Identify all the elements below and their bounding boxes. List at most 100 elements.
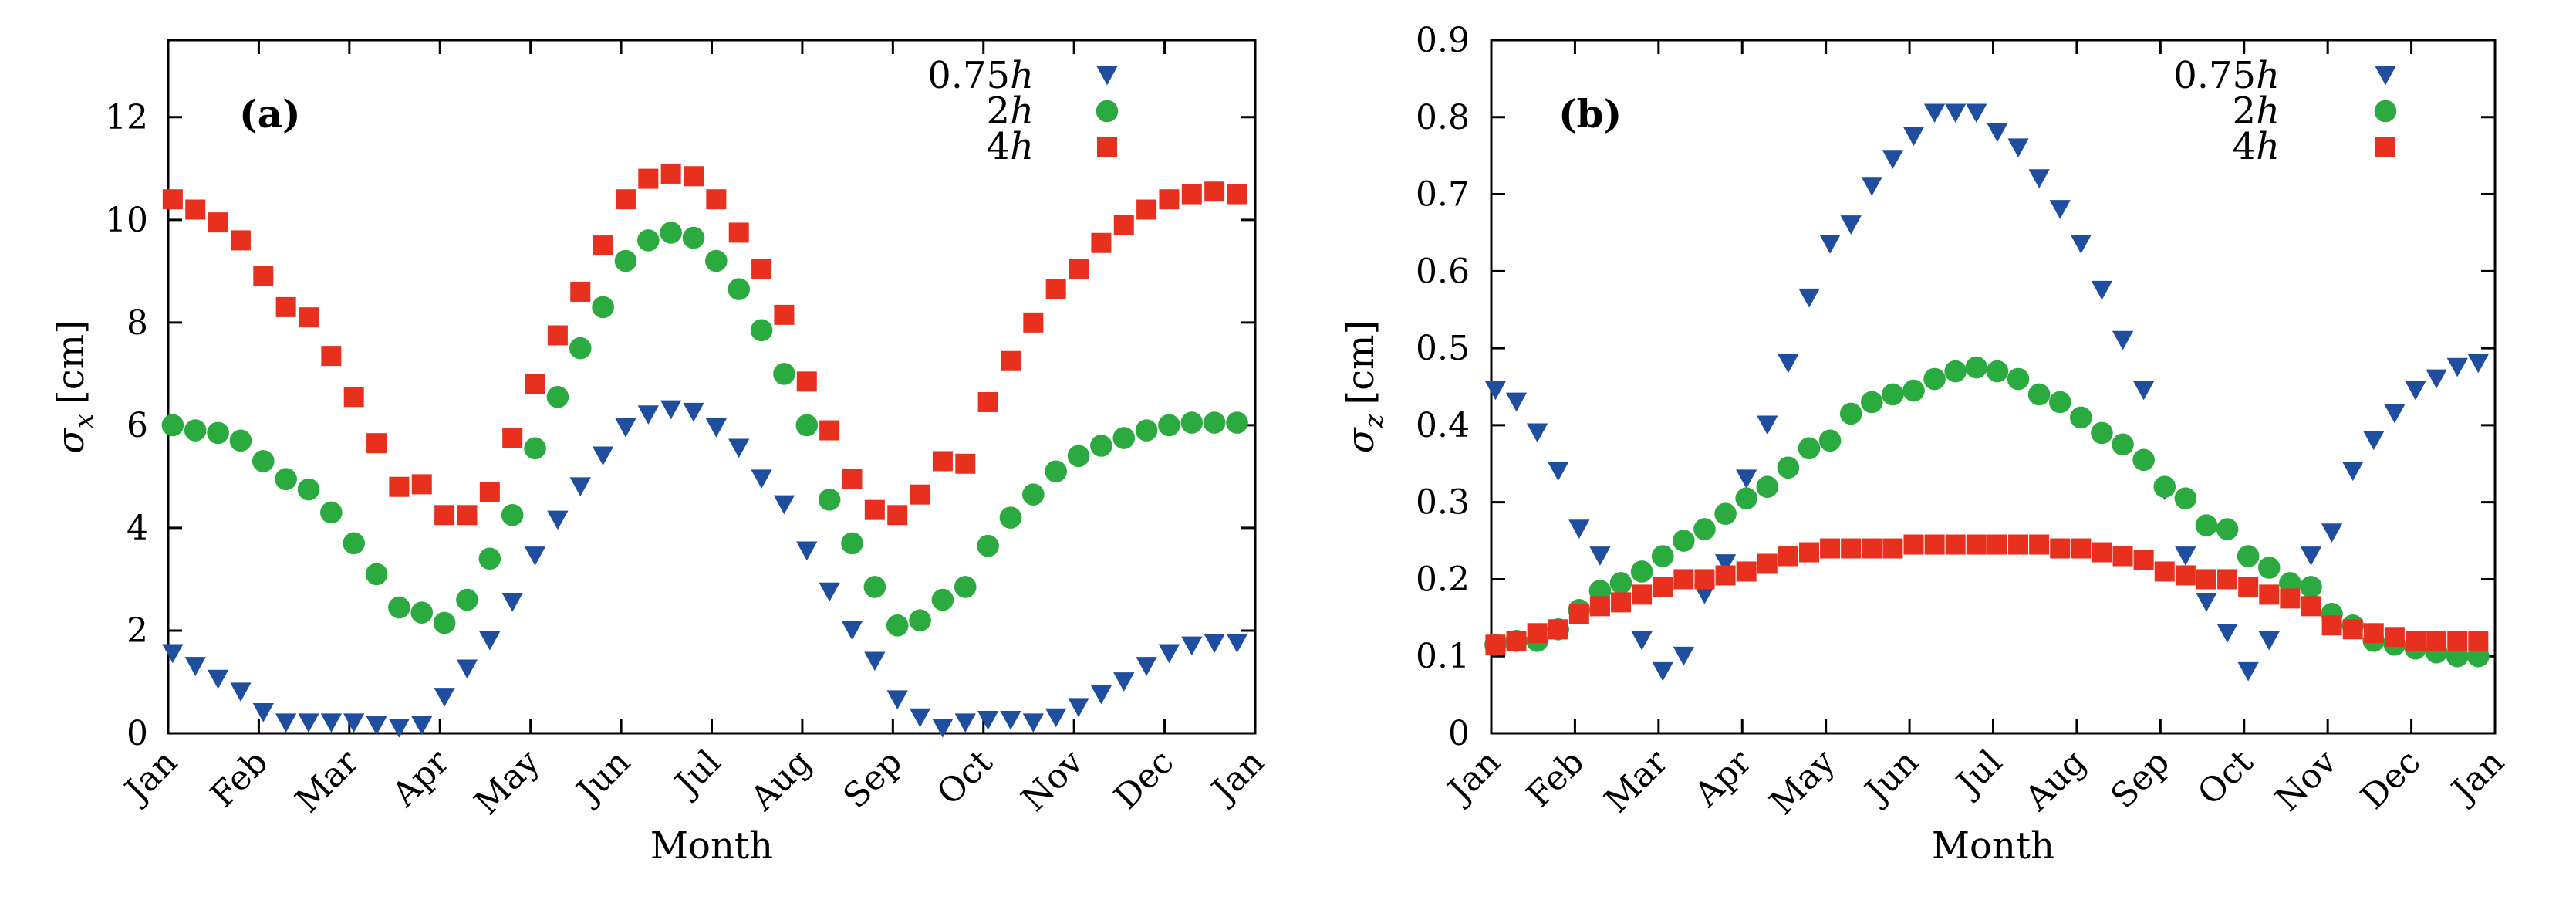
data-point xyxy=(1090,685,1112,705)
legend-h: h xyxy=(1010,54,1034,97)
legend-marker xyxy=(2375,66,2396,86)
data-point xyxy=(1112,427,1136,449)
legend-number: 0.75 xyxy=(927,54,1010,97)
data-point xyxy=(1069,259,1089,279)
data-point xyxy=(343,387,364,408)
data-point xyxy=(1987,534,2007,555)
data-point xyxy=(2300,576,2322,598)
data-point xyxy=(2112,546,2133,567)
data-point xyxy=(252,703,274,722)
data-point xyxy=(728,278,751,300)
legend-marker xyxy=(2374,100,2397,123)
data-point xyxy=(253,266,274,286)
data-point xyxy=(2447,631,2468,651)
data-point xyxy=(1840,215,1862,235)
y-tick-label: 0.4 xyxy=(1416,406,1470,445)
data-point xyxy=(1756,475,1779,499)
x-tick-label: Jul xyxy=(1947,743,2010,805)
y-axis-subscript: x xyxy=(69,414,100,428)
data-point xyxy=(1000,711,1021,730)
data-point xyxy=(161,414,184,437)
panel-b: 0 0.1 0.2 0.3 0.4 0.5 0.6 0.7 0.8 0.9 Jan Feb Mar Apr… xyxy=(1339,21,2512,868)
legend-label: 4h xyxy=(2233,125,2280,168)
data-point xyxy=(2154,561,2175,582)
data-point xyxy=(1568,604,1589,624)
data-point xyxy=(886,690,908,710)
data-point xyxy=(569,477,591,497)
legend-marker xyxy=(1097,137,1117,157)
data-point xyxy=(1045,279,1066,299)
data-point xyxy=(298,307,319,328)
x-tick-label: Aug xyxy=(2017,743,2094,819)
y-axis-label: σx [cm] xyxy=(49,320,100,454)
data-point xyxy=(1505,392,1528,412)
data-point xyxy=(1204,181,1225,202)
data-point xyxy=(1548,619,1568,640)
x-tick-label: Jul xyxy=(666,743,728,805)
data-point xyxy=(1045,460,1067,483)
x-tick-label: Apr xyxy=(384,742,457,815)
data-point xyxy=(365,563,388,586)
data-point xyxy=(705,249,728,272)
data-point xyxy=(1181,184,1202,205)
data-point xyxy=(1589,546,1611,566)
data-point xyxy=(705,418,728,438)
data-point xyxy=(1506,631,1527,651)
x-tick-label: Jan xyxy=(1203,743,1272,812)
legend-label: 2h xyxy=(987,90,1034,133)
y-tick-label: 8 xyxy=(127,303,148,343)
panel-label: (a) xyxy=(239,91,301,137)
data-point xyxy=(162,644,184,664)
data-point xyxy=(2132,448,2155,472)
data-point xyxy=(2070,406,2092,429)
x-tick-label: Oct xyxy=(930,742,1001,813)
legend-number: 0.75 xyxy=(2173,54,2256,97)
data-point xyxy=(750,319,773,342)
y-axis-symbol: σ xyxy=(1339,427,1383,453)
y-axis-unit: [cm] xyxy=(49,320,93,404)
y-tick-label: 0.7 xyxy=(1416,175,1470,215)
data-point xyxy=(2091,421,2113,445)
data-point xyxy=(932,451,953,472)
data-point xyxy=(1158,644,1180,664)
panel-label: (b) xyxy=(1558,91,1622,137)
data-point xyxy=(932,718,954,738)
data-point xyxy=(954,576,977,598)
x-tick-label: Nov xyxy=(2267,743,2345,820)
data-point xyxy=(1882,150,1904,170)
data-point xyxy=(2363,431,2385,451)
data-point xyxy=(1862,538,1882,559)
data-point xyxy=(2280,588,2301,609)
data-point xyxy=(863,576,886,598)
data-point xyxy=(1924,534,1945,555)
x-tick-label: Feb xyxy=(1519,743,1592,815)
data-point xyxy=(2112,330,2134,350)
y-tick-label: 0.2 xyxy=(1416,560,1470,599)
series-2h xyxy=(161,222,1248,637)
data-point xyxy=(2049,200,2071,219)
data-point xyxy=(320,713,342,733)
data-point xyxy=(1181,636,1203,656)
data-point xyxy=(2467,354,2489,374)
data-point xyxy=(2195,514,2218,536)
data-point xyxy=(1715,565,1736,586)
legend-number: 4 xyxy=(987,125,1011,168)
x-tick-label: Jun xyxy=(567,743,637,813)
data-point xyxy=(2175,546,2196,566)
x-tick-label: Sep xyxy=(836,743,910,817)
data-point xyxy=(569,337,592,360)
data-point xyxy=(388,718,410,738)
data-point xyxy=(2008,534,2029,555)
data-point xyxy=(275,296,296,317)
data-point xyxy=(593,235,613,256)
data-point xyxy=(1944,360,1967,383)
data-point xyxy=(841,621,863,641)
data-point xyxy=(501,593,523,612)
data-point xyxy=(298,713,319,733)
data-point xyxy=(909,609,931,631)
data-point xyxy=(524,437,546,460)
data-point xyxy=(2384,627,2405,648)
data-point xyxy=(1902,379,1925,402)
legend-h: h xyxy=(2256,125,2280,168)
